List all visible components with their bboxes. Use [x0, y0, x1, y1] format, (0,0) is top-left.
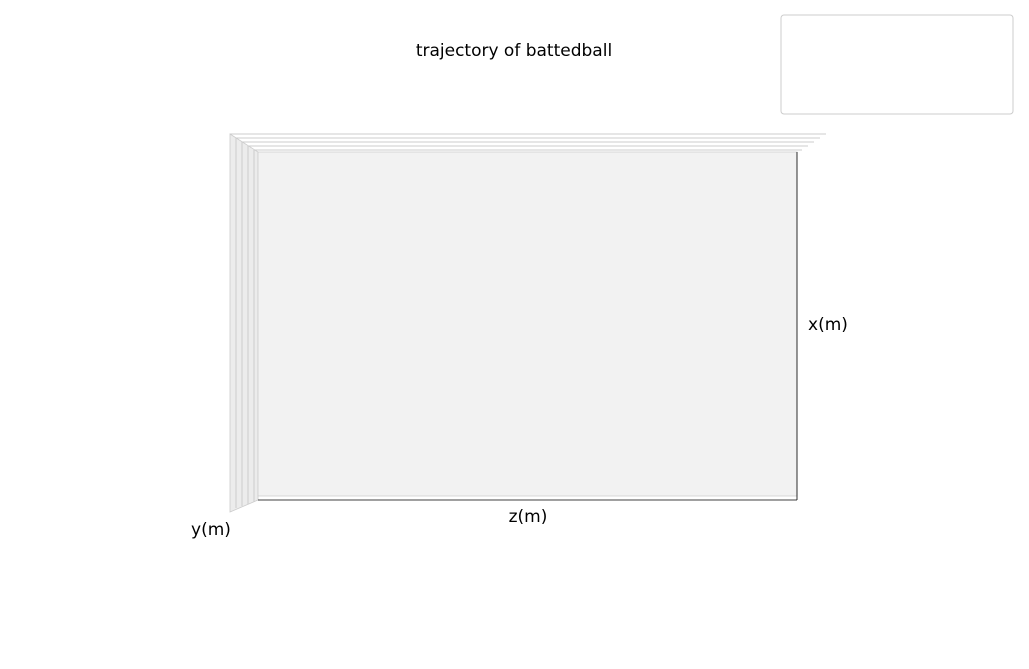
- chart-title: trajectory of battedball: [416, 41, 612, 61]
- legend: [780, 14, 1014, 115]
- x-axis-label: z(m): [509, 507, 548, 527]
- panes: [229, 133, 826, 513]
- y-axis-label: x(m): [808, 315, 848, 335]
- z-axis-label: y(m): [191, 520, 231, 540]
